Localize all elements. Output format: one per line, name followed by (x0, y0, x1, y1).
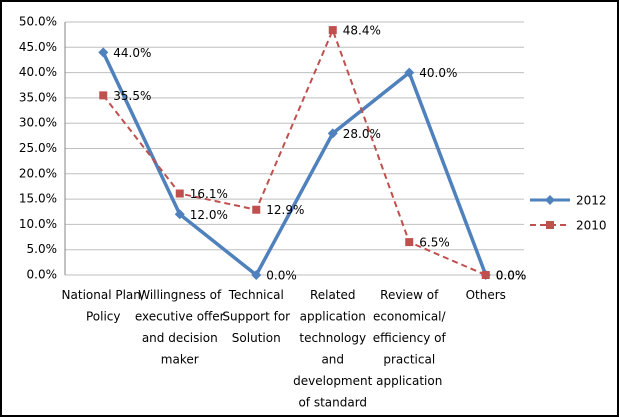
y-tick-label: 35.0% (19, 90, 57, 104)
series-line (102, 29, 487, 276)
data-label: 40.0% (419, 66, 457, 80)
y-tick-label: 30.0% (19, 116, 57, 130)
data-label: 6.5% (419, 236, 450, 250)
y-tick-label: 50.0% (19, 15, 57, 29)
point (328, 26, 337, 35)
point (251, 270, 262, 280)
data-label: 0.0% (496, 269, 527, 283)
data-label: 48.4% (343, 24, 381, 38)
series-line (101, 51, 488, 277)
y-tick-label: 45.0% (19, 40, 57, 54)
x-tick-label: Technical Support for Solution (222, 288, 290, 345)
x-tick-label: Willingness of executive offer and decisio… (135, 288, 225, 367)
point (174, 209, 185, 220)
point (405, 238, 414, 247)
point (175, 189, 184, 198)
data-label: 28.0% (343, 127, 381, 141)
x-tick-label: National Plan/Policy (62, 288, 146, 324)
data-label: 12.9% (266, 203, 304, 217)
y-tick-label: 0.0% (27, 268, 58, 282)
point (98, 47, 109, 58)
data-label: 35.5% (113, 89, 151, 103)
data-label: 0.0% (266, 269, 297, 283)
x-tick-label: Review of economical/efficiency of practic… (373, 288, 447, 388)
y-tick-label: 10.0% (19, 217, 57, 231)
point (252, 205, 261, 214)
x-tick-label: Related application technology and developme… (293, 288, 372, 410)
point (99, 91, 108, 100)
y-tick-label: 20.0% (19, 166, 57, 180)
data-label: 12.0% (190, 208, 228, 222)
data-label: 0.0% (496, 269, 527, 283)
legend-marker (546, 221, 554, 229)
legend-label: 2010 (576, 219, 607, 233)
data-label: 16.1% (190, 187, 228, 201)
point (327, 128, 338, 139)
y-tick-label: 25.0% (19, 141, 57, 155)
legend-label: 2012 (576, 194, 607, 208)
point (404, 67, 415, 78)
y-tick-label: 40.0% (19, 65, 57, 79)
x-tick-label: Others (466, 288, 506, 302)
y-tick-label: 5.0% (27, 242, 58, 256)
point (481, 271, 490, 279)
y-tick-label: 15.0% (19, 192, 57, 206)
legend-marker (545, 195, 555, 205)
data-label: 44.0% (113, 46, 151, 60)
